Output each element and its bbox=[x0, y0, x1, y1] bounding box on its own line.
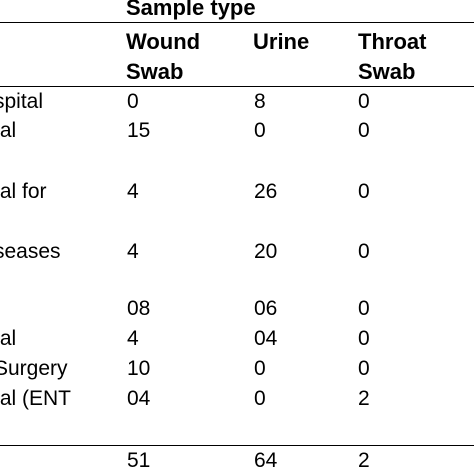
cell-wound-swab: 4 bbox=[127, 180, 139, 203]
cell-urine: 20 bbox=[254, 240, 278, 263]
total-rule bbox=[0, 445, 474, 446]
cell-wound-swab: 4 bbox=[127, 327, 139, 350]
cell-urine: 0 bbox=[254, 357, 266, 380]
row-label: spital bbox=[0, 90, 44, 113]
column-header-wound-line2: Swab bbox=[126, 59, 184, 84]
column-header-wound-line1: Wound bbox=[126, 29, 201, 54]
row-label: Surgery bbox=[0, 357, 68, 380]
header-rule-bottom bbox=[0, 86, 474, 87]
total-urine: 64 bbox=[254, 449, 278, 472]
cell-wound-swab: 15 bbox=[127, 119, 151, 142]
column-header-urine-line1: Urine bbox=[253, 29, 310, 54]
cell-urine: 04 bbox=[254, 327, 278, 350]
cell-wound-swab: 0 bbox=[127, 90, 139, 113]
cell-throat-swab: 0 bbox=[358, 180, 370, 203]
cell-urine: 06 bbox=[254, 297, 278, 320]
cell-wound-swab: 4 bbox=[127, 240, 139, 263]
cell-throat-swab: 0 bbox=[358, 327, 370, 350]
cell-urine: 0 bbox=[254, 387, 266, 410]
cell-throat-swab: 0 bbox=[358, 90, 370, 113]
row-label: tal bbox=[0, 119, 17, 142]
cell-wound-swab: 08 bbox=[127, 297, 151, 320]
row-label: tal for bbox=[0, 180, 47, 203]
cell-throat-swab: 0 bbox=[358, 119, 370, 142]
column-header-throat-line1: Throat bbox=[358, 29, 427, 54]
total-throat-swab: 2 bbox=[358, 449, 370, 472]
row-label: tal bbox=[0, 327, 17, 350]
cell-throat-swab: 0 bbox=[358, 297, 370, 320]
cell-urine: 26 bbox=[254, 180, 278, 203]
cell-urine: 0 bbox=[254, 119, 266, 142]
group-title: Sample type bbox=[126, 0, 256, 20]
column-header-throat-line2: Swab bbox=[358, 59, 416, 84]
cell-throat-swab: 2 bbox=[358, 387, 370, 410]
cell-wound-swab: 04 bbox=[127, 387, 151, 410]
cell-throat-swab: 0 bbox=[358, 357, 370, 380]
row-label: seases bbox=[0, 240, 61, 263]
row-label: tal (ENT bbox=[0, 387, 72, 410]
header-rule-top bbox=[0, 22, 474, 23]
cell-urine: 8 bbox=[254, 90, 266, 113]
cell-throat-swab: 0 bbox=[358, 240, 370, 263]
total-wound-swab: 51 bbox=[127, 449, 151, 472]
cell-wound-swab: 10 bbox=[127, 357, 151, 380]
